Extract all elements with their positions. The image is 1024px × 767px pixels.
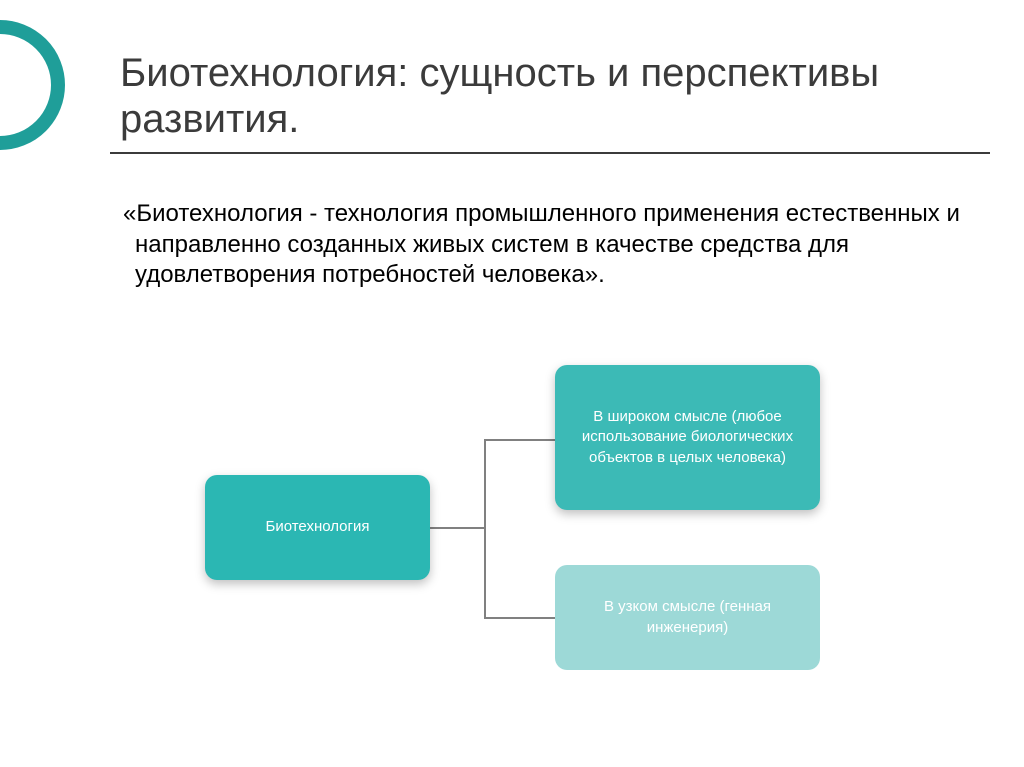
connector-path-top xyxy=(430,440,555,528)
node-child-narrow: В узком смысле (генная инженерия) xyxy=(555,565,820,670)
node-child-broad: В широком смысле (любое использование би… xyxy=(555,365,820,510)
definition-text: «Биотехнология - технология промышленног… xyxy=(120,199,964,291)
page-title: Биотехнология: сущность и перспективы ра… xyxy=(120,50,964,142)
ring-decoration xyxy=(0,20,65,150)
title-underline xyxy=(110,152,990,154)
node-child-broad-label: В широком смысле (любое использование би… xyxy=(571,407,804,468)
ring-icon xyxy=(0,20,65,150)
node-child-narrow-label: В узком смысле (генная инженерия) xyxy=(571,597,804,638)
connector-path-bottom xyxy=(430,528,555,618)
connector-lines xyxy=(430,430,555,630)
slide-content: Биотехнология: сущность и перспективы ра… xyxy=(120,50,964,291)
node-root-label: Биотехнология xyxy=(266,517,370,537)
node-root: Биотехнология xyxy=(205,475,430,580)
tree-diagram: Биотехнология В широком смысле (любое ис… xyxy=(205,365,845,695)
